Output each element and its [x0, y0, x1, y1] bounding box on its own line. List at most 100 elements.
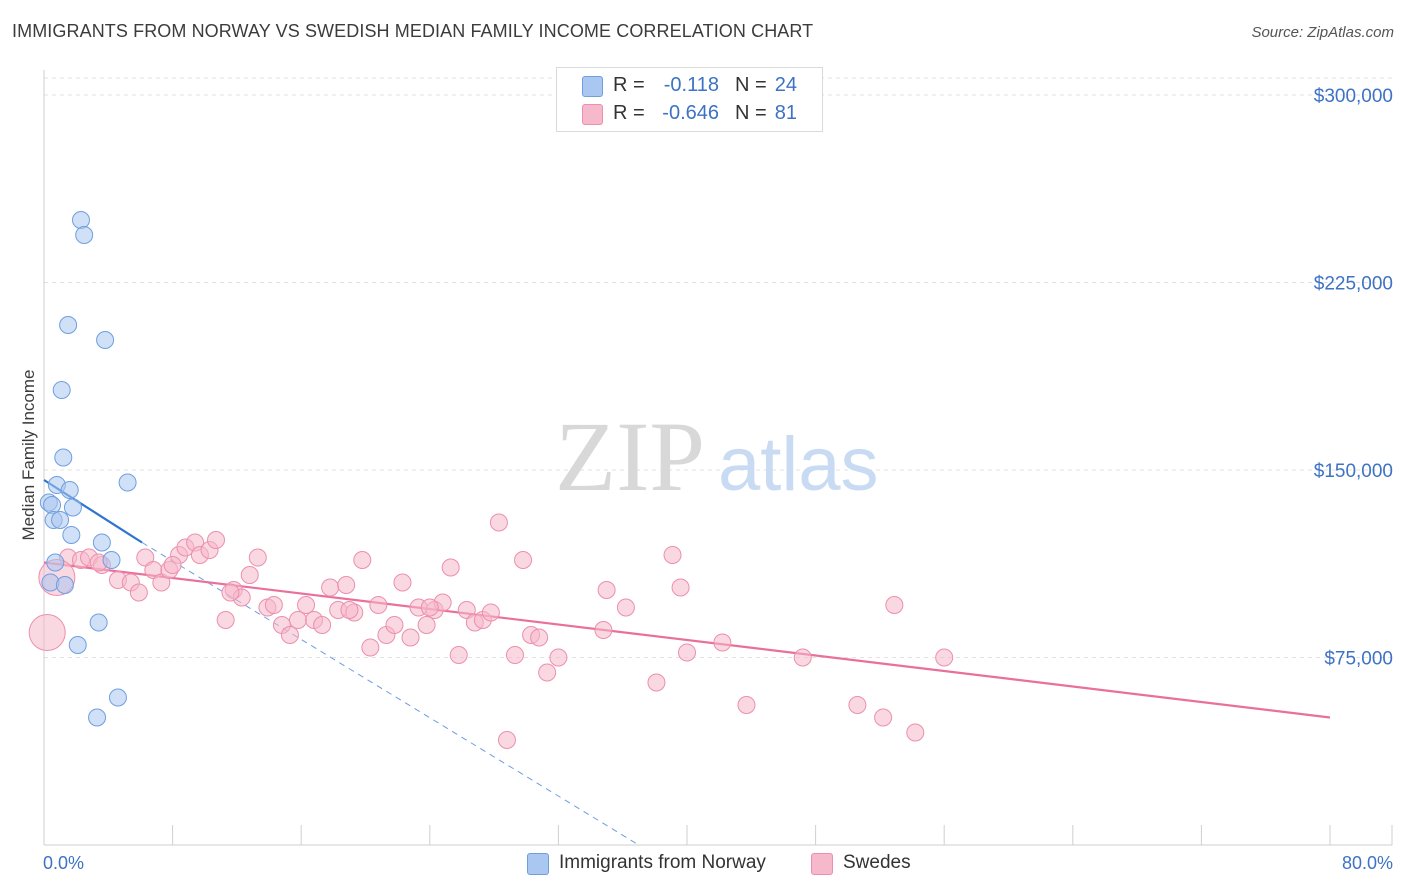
point-norway [96, 331, 115, 349]
data-points [28, 211, 954, 749]
legend-n-value: 81 [774, 102, 797, 124]
trendline-norway-extension [141, 542, 640, 846]
watermark-atlas: atlas [718, 422, 879, 507]
point-norway [55, 576, 74, 594]
legend-swatch-swedes [582, 104, 603, 125]
point-swedes [616, 598, 635, 617]
point-norway [102, 551, 121, 569]
point-swedes [417, 616, 436, 634]
point-norway [54, 448, 73, 467]
point-swedes [369, 596, 388, 614]
point-swedes [313, 616, 332, 634]
series-swatch-norway [527, 853, 549, 875]
y-tick-label: $150,000 [1314, 461, 1393, 482]
point-swedes [361, 638, 380, 657]
point-swedes [671, 578, 690, 597]
y-tick-label: $225,000 [1314, 274, 1393, 295]
point-norway [68, 636, 87, 654]
point-swedes [663, 546, 682, 564]
point-norway [59, 316, 78, 334]
series-label-swedes: Swedes [843, 852, 911, 873]
series-label-norway: Immigrants from Norway [559, 852, 766, 873]
x-tick-label-max: 80.0% [1342, 853, 1393, 873]
point-swedes [337, 576, 356, 594]
point-swedes [240, 566, 259, 584]
legend-r-label: R = [613, 102, 645, 124]
y-tick-label: $300,000 [1314, 86, 1393, 107]
point-swedes [489, 513, 508, 532]
legend-r-value: -0.646 [662, 102, 719, 124]
point-swedes [594, 621, 613, 639]
source-label: Source: ZipAtlas.com [1251, 24, 1394, 41]
point-swedes [353, 551, 372, 569]
point-norway [63, 498, 82, 517]
point-norway [88, 708, 107, 727]
correlation-legend: R = -0.118 N = 24 R = -0.646 N = 81 [556, 67, 823, 132]
axes [43, 70, 1393, 846]
x-tick-label-min: 0.0% [43, 853, 84, 873]
point-swedes [264, 596, 283, 614]
point-norway [46, 553, 65, 572]
legend-row-norway: R = -0.118 N = 24 [557, 73, 822, 101]
point-swedes [207, 531, 226, 549]
point-norway [52, 381, 71, 399]
point-swedes [401, 628, 420, 647]
point-swedes [935, 648, 954, 667]
point-swedes [297, 596, 316, 614]
point-norway [92, 533, 111, 552]
point-swedes [385, 616, 404, 634]
point-norway [62, 526, 81, 544]
y-tick-label: $75,000 [1324, 649, 1393, 670]
point-swedes [906, 723, 925, 742]
point-swedes [221, 583, 240, 602]
legend-n-label: N = [735, 74, 767, 96]
point-swedes [848, 696, 867, 714]
point-swedes [538, 663, 557, 682]
legend-row-swedes: R = -0.646 N = 81 [557, 101, 822, 129]
point-norway [43, 496, 62, 514]
point-norway [118, 473, 137, 492]
legend-swatch-norway [582, 76, 603, 97]
point-swedes [514, 551, 533, 569]
point-swedes [280, 626, 299, 644]
legend-r-label: R = [613, 74, 645, 96]
point-swedes [885, 596, 904, 614]
point-swedes [248, 548, 267, 567]
point-swedes [449, 646, 468, 664]
point-swedes [737, 696, 756, 714]
point-swedes [163, 556, 182, 574]
point-swedes [549, 648, 568, 667]
y-tick-labels: $75,000 $150,000 $225,000 $300,000 [1314, 86, 1393, 670]
point-swedes [530, 628, 549, 647]
legend-n-value: 24 [774, 74, 797, 96]
y-axis-label: Median Family Income [19, 369, 38, 540]
watermark: ZIP atlas [555, 401, 879, 512]
point-swedes [713, 633, 732, 652]
point-swedes [597, 581, 616, 599]
point-swedes [420, 598, 439, 617]
point-swedes [678, 643, 696, 662]
point-swedes [505, 646, 524, 664]
legend-n-label: N = [735, 102, 767, 124]
watermark-zip: ZIP [555, 401, 705, 512]
legend-r-value: -0.118 [663, 74, 719, 96]
point-norway [60, 481, 79, 499]
point-swedes [793, 648, 812, 667]
point-swedes [874, 708, 893, 727]
point-swedes [647, 673, 666, 692]
point-norway [108, 688, 127, 707]
point-swedes [393, 573, 412, 592]
trendline-swedes [43, 561, 1331, 719]
point-swedes [129, 583, 148, 602]
point-swedes [497, 731, 516, 749]
point-swedes [321, 578, 340, 597]
point-swedes [340, 601, 359, 619]
chart-title: IMMIGRANTS FROM NORWAY VS SWEDISH MEDIAN… [12, 21, 814, 41]
point-swedes [441, 558, 460, 577]
point-norway [51, 511, 70, 529]
point-norway [71, 211, 90, 229]
point-swedes [481, 603, 500, 622]
point-swedes [288, 611, 307, 629]
series-swatch-swedes [811, 853, 833, 875]
